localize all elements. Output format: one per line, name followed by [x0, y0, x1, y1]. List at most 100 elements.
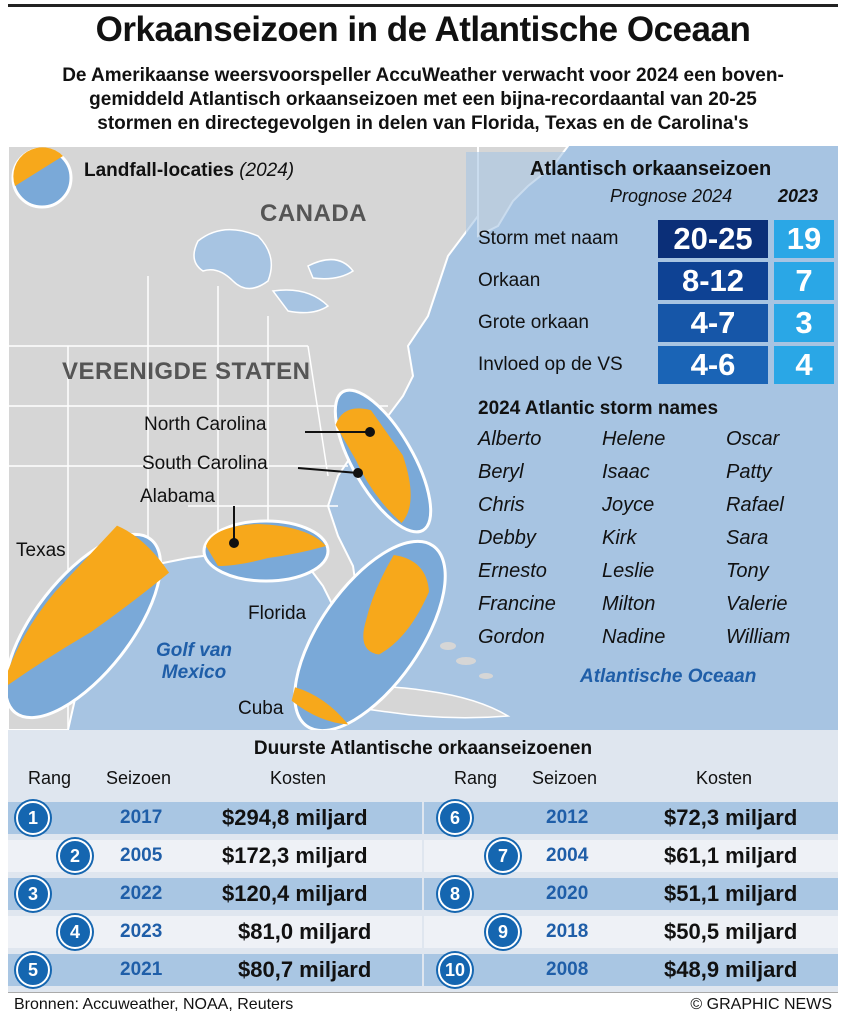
footer-divider — [8, 992, 838, 993]
leader-lines — [233, 431, 370, 543]
storm-name: Leslie — [602, 560, 655, 582]
credit: © GRAPHIC NEWS — [690, 996, 832, 1013]
great-lakes — [193, 228, 355, 314]
stat-label: Invloed op de VS — [478, 354, 623, 375]
storm-name: Oscar — [726, 428, 780, 450]
page-title: Orkaanseizoen in de Atlantische Oceaan — [95, 10, 751, 49]
col-header-rank: Rang — [454, 768, 498, 788]
page-subtitle: De Amerikaanse weersvoorspeller AccuWeat… — [20, 64, 826, 136]
storm-name: Valerie — [726, 593, 788, 615]
storm-name: Alberto — [478, 428, 542, 450]
rank-season: 2017 — [120, 807, 163, 828]
rank-cost: $51,1 miljard — [664, 881, 798, 906]
rank-cost: $172,3 miljard — [222, 843, 368, 868]
rank-cost: $81,0 miljard — [238, 919, 372, 944]
stat-prev: 7 — [774, 262, 834, 300]
label-alabama: Alabama — [140, 486, 215, 507]
storm-name: Helene — [602, 428, 666, 450]
label-cuba: Cuba — [238, 698, 284, 719]
rank-badge: 1 — [16, 801, 50, 835]
ranking-row: 2 2005 $172,3 miljard — [8, 839, 422, 873]
storm-name: Sara — [726, 527, 769, 549]
storm-name: Nadine — [602, 626, 666, 648]
stat-prev: 4 — [774, 346, 834, 384]
costliest-seasons-panel: Duurste Atlantische orkaanseizoenen Rang… — [8, 730, 838, 992]
state-borders — [8, 276, 388, 730]
rank-season: 2018 — [546, 921, 589, 942]
rank-season: 2012 — [546, 807, 589, 828]
rank-cost: $120,4 miljard — [222, 881, 368, 906]
subtitle-line: stormen en directegevolgen in delen van … — [97, 113, 749, 134]
label-texas: Texas — [16, 540, 66, 561]
stat-prev: 19 — [774, 220, 834, 258]
storm-name: Ernesto — [478, 560, 547, 582]
ranking-title: Duurste Atlantische orkaanseizoenen — [253, 738, 593, 759]
rank-badge: 10 — [438, 953, 472, 987]
rank-badge: 9 — [486, 915, 520, 949]
storm-name: Chris — [478, 494, 525, 516]
col-header-cost: Kosten — [696, 768, 753, 788]
ranking-row: 1 2017 $294,8 miljard — [8, 801, 422, 835]
rank-badge: 6 — [438, 801, 472, 835]
storm-names-title: 2024 Atlantic storm names — [478, 398, 719, 419]
leader-dots — [229, 427, 375, 548]
rank-badge: 8 — [438, 877, 472, 911]
rank-season: 2023 — [120, 921, 163, 942]
col-header-cost: Kosten — [270, 768, 327, 788]
ranking-row: 9 2018 $50,5 miljard — [424, 915, 838, 949]
storm-name: Patty — [726, 461, 772, 483]
landfall-florida — [291, 539, 447, 730]
storm-name: Beryl — [478, 461, 524, 483]
ranking-row: 8 2020 $51,1 miljard — [424, 877, 838, 911]
hurricane-map: Landfall-locaties (2024) CANADA VERENIGD… — [8, 146, 838, 730]
col-header-season: Seizoen — [532, 768, 598, 788]
rank-cost: $80,7 miljard — [238, 957, 372, 982]
rank-cost: $61,1 miljard — [664, 843, 798, 868]
legend-landfall-icon — [11, 147, 73, 209]
rank-season: 2020 — [546, 883, 589, 904]
ranking-row: 7 2004 $61,1 miljard — [424, 839, 838, 873]
map-graphic — [8, 146, 834, 730]
label-usa: VERENIGDE STATEN — [62, 358, 311, 385]
prev-year-header: 2023 — [778, 186, 819, 206]
label-south-carolina: South Carolina — [142, 453, 268, 474]
rank-cost: $294,8 miljard — [222, 805, 368, 830]
subtitle-line: De Amerikaanse weersvoorspeller AccuWeat… — [62, 65, 784, 86]
label-atlantic-ocean: Atlantische Oceaan — [580, 666, 757, 687]
col-header-season: Seizoen — [106, 768, 172, 788]
legend-year: (2024) — [239, 160, 295, 181]
stat-label: Orkaan — [478, 270, 541, 291]
stat-forecast: 8-12 — [658, 262, 768, 300]
storm-name: Milton — [602, 593, 656, 615]
rank-season: 2022 — [120, 883, 163, 904]
landfall-texas — [8, 525, 170, 720]
storm-name: Debby — [478, 527, 536, 549]
storm-name: Gordon — [478, 626, 545, 648]
rank-season: 2005 — [120, 845, 163, 866]
rank-badge: 5 — [16, 953, 50, 987]
storm-name: Francine — [478, 593, 556, 615]
ranking-row: 5 2021 $80,7 miljard — [8, 953, 422, 987]
rank-badge: 4 — [58, 915, 92, 949]
storm-name: Joyce — [602, 494, 655, 516]
rank-season: 2021 — [120, 959, 163, 980]
landfall-alabama — [202, 519, 330, 583]
top-rule — [8, 4, 838, 7]
storm-name: Tony — [726, 560, 769, 582]
rank-badge: 3 — [16, 877, 50, 911]
storm-name: William — [726, 626, 791, 648]
stat-forecast: 20-25 — [658, 220, 768, 258]
stat-forecast: 4-6 — [658, 346, 768, 384]
label-gulf-of-mexico: Golf van Mexico — [156, 640, 233, 683]
rank-badge: 7 — [486, 839, 520, 873]
stat-label: Grote orkaan — [478, 312, 589, 333]
rank-badge: 2 — [58, 839, 92, 873]
rank-cost: $72,3 miljard — [664, 805, 798, 830]
rank-cost: $48,9 miljard — [664, 957, 798, 982]
ranking-row: 6 2012 $72,3 miljard — [424, 801, 838, 835]
col-header-rank: Rang — [28, 768, 72, 788]
label-florida: Florida — [248, 603, 307, 624]
forecast-header: Prognose 2024 — [610, 186, 733, 206]
legend-label: Landfall-locaties (2024) — [84, 160, 295, 181]
ranking-row: 3 2022 $120,4 miljard — [8, 877, 422, 911]
